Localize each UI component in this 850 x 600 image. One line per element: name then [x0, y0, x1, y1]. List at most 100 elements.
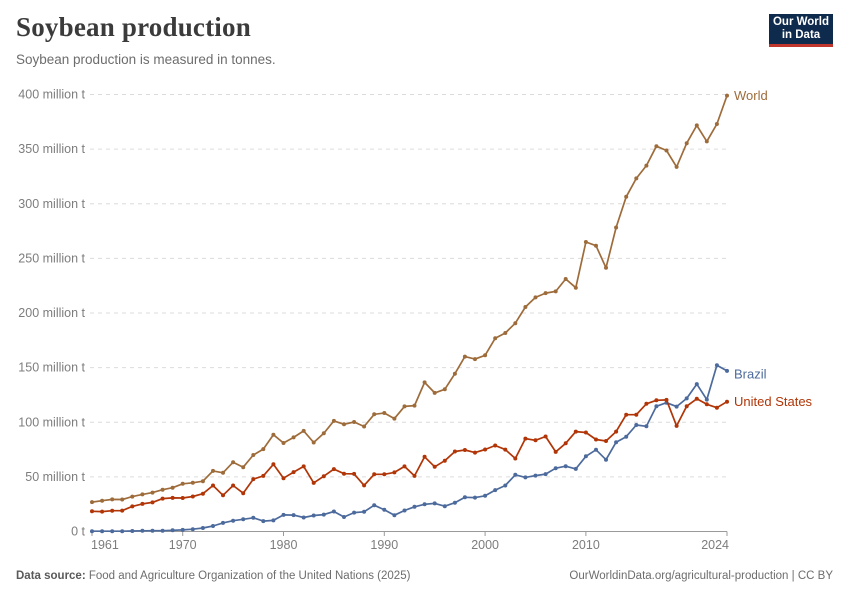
- series-point[interactable]: [462, 495, 467, 500]
- series-line[interactable]: [91, 397, 728, 513]
- series-point[interactable]: [301, 428, 306, 433]
- series-point[interactable]: [473, 357, 477, 362]
- series-point[interactable]: [281, 441, 286, 445]
- series-point[interactable]: [372, 412, 377, 417]
- series-point[interactable]: [543, 291, 548, 296]
- series-point[interactable]: [150, 500, 155, 505]
- series-point[interactable]: [594, 243, 598, 248]
- series-point[interactable]: [392, 416, 397, 421]
- series-point[interactable]: [674, 423, 679, 428]
- series-point[interactable]: [634, 176, 639, 181]
- series-point[interactable]: [241, 517, 246, 522]
- series-point[interactable]: [442, 504, 447, 509]
- series-point[interactable]: [261, 519, 266, 524]
- series-point[interactable]: [281, 512, 286, 517]
- series-point[interactable]: [291, 470, 296, 475]
- series-point[interactable]: [624, 194, 629, 199]
- series-point[interactable]: [200, 479, 205, 484]
- series-point[interactable]: [624, 412, 629, 417]
- series-point[interactable]: [714, 122, 719, 126]
- series-point[interactable]: [200, 526, 205, 530]
- series-point[interactable]: [543, 472, 548, 477]
- series-point[interactable]: [654, 398, 659, 403]
- series-point[interactable]: [130, 494, 135, 499]
- series-point[interactable]: [654, 404, 659, 409]
- series-point[interactable]: [180, 496, 185, 500]
- series-point[interactable]: [331, 418, 336, 423]
- series-point[interactable]: [493, 488, 498, 493]
- series-point[interactable]: [483, 493, 488, 498]
- series-point[interactable]: [130, 529, 135, 533]
- series-point[interactable]: [583, 454, 588, 459]
- series-point[interactable]: [100, 529, 105, 534]
- series-point[interactable]: [452, 371, 457, 376]
- series-point[interactable]: [462, 448, 467, 452]
- series-point[interactable]: [170, 485, 175, 490]
- series-point[interactable]: [483, 353, 488, 358]
- series-point[interactable]: [563, 277, 568, 281]
- series-label[interactable]: United States: [734, 394, 813, 409]
- series-point[interactable]: [271, 462, 276, 467]
- series-point[interactable]: [362, 483, 367, 488]
- series-point[interactable]: [160, 496, 165, 501]
- series-point[interactable]: [594, 437, 598, 442]
- series-point[interactable]: [180, 527, 185, 532]
- owid-logo[interactable]: Our World in Data: [769, 14, 833, 47]
- series-point[interactable]: [644, 163, 649, 168]
- series-point[interactable]: [372, 472, 377, 477]
- series-point[interactable]: [331, 467, 336, 472]
- series-brazil[interactable]: Brazil: [90, 363, 767, 534]
- series-point[interactable]: [694, 382, 699, 387]
- series-point[interactable]: [704, 402, 709, 407]
- series-point[interactable]: [231, 483, 236, 488]
- series-point[interactable]: [120, 497, 125, 502]
- series-point[interactable]: [342, 471, 346, 476]
- series-point[interactable]: [704, 397, 709, 402]
- series-point[interactable]: [251, 515, 256, 520]
- series-point[interactable]: [382, 472, 387, 477]
- series-point[interactable]: [513, 456, 518, 461]
- series-point[interactable]: [241, 491, 246, 496]
- series-point[interactable]: [221, 470, 225, 475]
- series-point[interactable]: [432, 464, 437, 469]
- series-point[interactable]: [90, 529, 94, 534]
- series-point[interactable]: [90, 509, 94, 514]
- series-point[interactable]: [120, 529, 125, 534]
- series-point[interactable]: [110, 508, 115, 513]
- series-point[interactable]: [725, 93, 729, 98]
- series-world[interactable]: World: [90, 88, 768, 505]
- series-point[interactable]: [150, 528, 155, 533]
- series-point[interactable]: [90, 500, 94, 505]
- series-point[interactable]: [352, 420, 357, 424]
- series-point[interactable]: [684, 396, 689, 401]
- series-point[interactable]: [331, 509, 336, 514]
- series-point[interactable]: [342, 422, 346, 427]
- series-point[interactable]: [221, 493, 225, 498]
- series-point[interactable]: [321, 512, 326, 517]
- series-point[interactable]: [604, 265, 608, 270]
- series-point[interactable]: [503, 447, 508, 452]
- series-point[interactable]: [694, 396, 699, 401]
- series-point[interactable]: [462, 354, 467, 359]
- series-point[interactable]: [110, 497, 115, 502]
- series-point[interactable]: [412, 473, 417, 478]
- series-point[interactable]: [694, 123, 699, 128]
- series-point[interactable]: [432, 390, 437, 395]
- series-point[interactable]: [160, 528, 165, 533]
- series-point[interactable]: [170, 495, 175, 500]
- series-point[interactable]: [190, 527, 195, 532]
- series-point[interactable]: [321, 431, 326, 436]
- series-point[interactable]: [422, 380, 427, 385]
- series-point[interactable]: [563, 464, 568, 469]
- series-point[interactable]: [442, 458, 447, 463]
- series-point[interactable]: [261, 447, 266, 452]
- series-point[interactable]: [634, 423, 639, 427]
- series-point[interactable]: [442, 387, 447, 392]
- series-point[interactable]: [180, 481, 185, 486]
- series-point[interactable]: [573, 429, 578, 434]
- series-point[interactable]: [311, 480, 316, 485]
- series-point[interactable]: [342, 515, 346, 519]
- series-point[interactable]: [533, 473, 538, 478]
- series-point[interactable]: [291, 513, 296, 518]
- series-point[interactable]: [614, 429, 619, 434]
